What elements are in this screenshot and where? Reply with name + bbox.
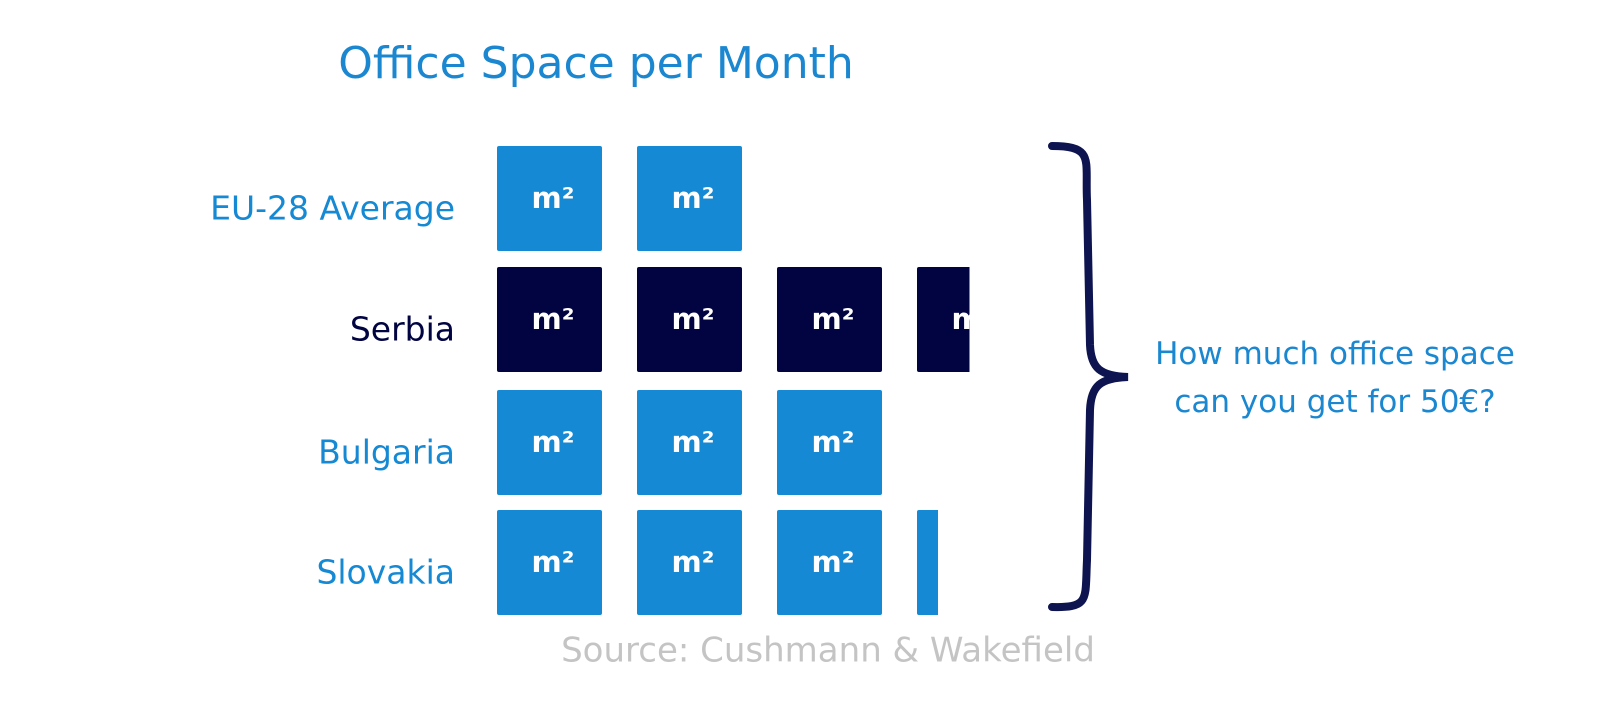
unit-box — [637, 267, 742, 372]
row-label: EU-28 Average — [210, 189, 455, 228]
source: Source: Cushmann & Wakefield — [561, 631, 1095, 671]
brace — [1048, 142, 1129, 612]
unit-box — [637, 510, 742, 615]
unit-label: m² — [532, 545, 575, 579]
unit-box — [917, 267, 970, 372]
icon-row: m² m² m² m² — [497, 510, 995, 615]
unit-box — [497, 390, 602, 495]
unit-label: m² — [812, 302, 855, 336]
unit-label: m² — [812, 425, 855, 459]
unit-label: m² — [952, 545, 995, 579]
unit-label: m² — [672, 181, 715, 215]
icon-row: m² m² m² m² — [497, 267, 995, 372]
unit-box — [637, 146, 742, 251]
icon-row: m² m² — [497, 146, 742, 251]
unit-box — [777, 390, 882, 495]
unit-box — [777, 510, 882, 615]
unit-label: m² — [672, 425, 715, 459]
unit-box — [637, 390, 742, 495]
unit-label: m² — [672, 545, 715, 579]
row-label: Bulgaria — [318, 433, 455, 472]
chart-title: Office Space per Month — [338, 38, 853, 89]
unit-label: m² — [532, 425, 575, 459]
unit-label: m² — [532, 302, 575, 336]
unit-label: m² — [532, 181, 575, 215]
unit-label: m² — [672, 302, 715, 336]
unit-box — [917, 510, 938, 615]
row-label: Serbia — [350, 310, 455, 349]
icon-row: m² m² m² — [497, 390, 882, 495]
unit-label: m² — [952, 302, 995, 336]
unit-box — [777, 267, 882, 372]
unit-box — [497, 267, 602, 372]
unit-box — [497, 510, 602, 615]
row-label: Slovakia — [316, 553, 455, 592]
annotation: How much office space can you get for 50… — [1155, 336, 1515, 420]
unit-box — [497, 146, 602, 251]
unit-label: m² — [812, 545, 855, 579]
